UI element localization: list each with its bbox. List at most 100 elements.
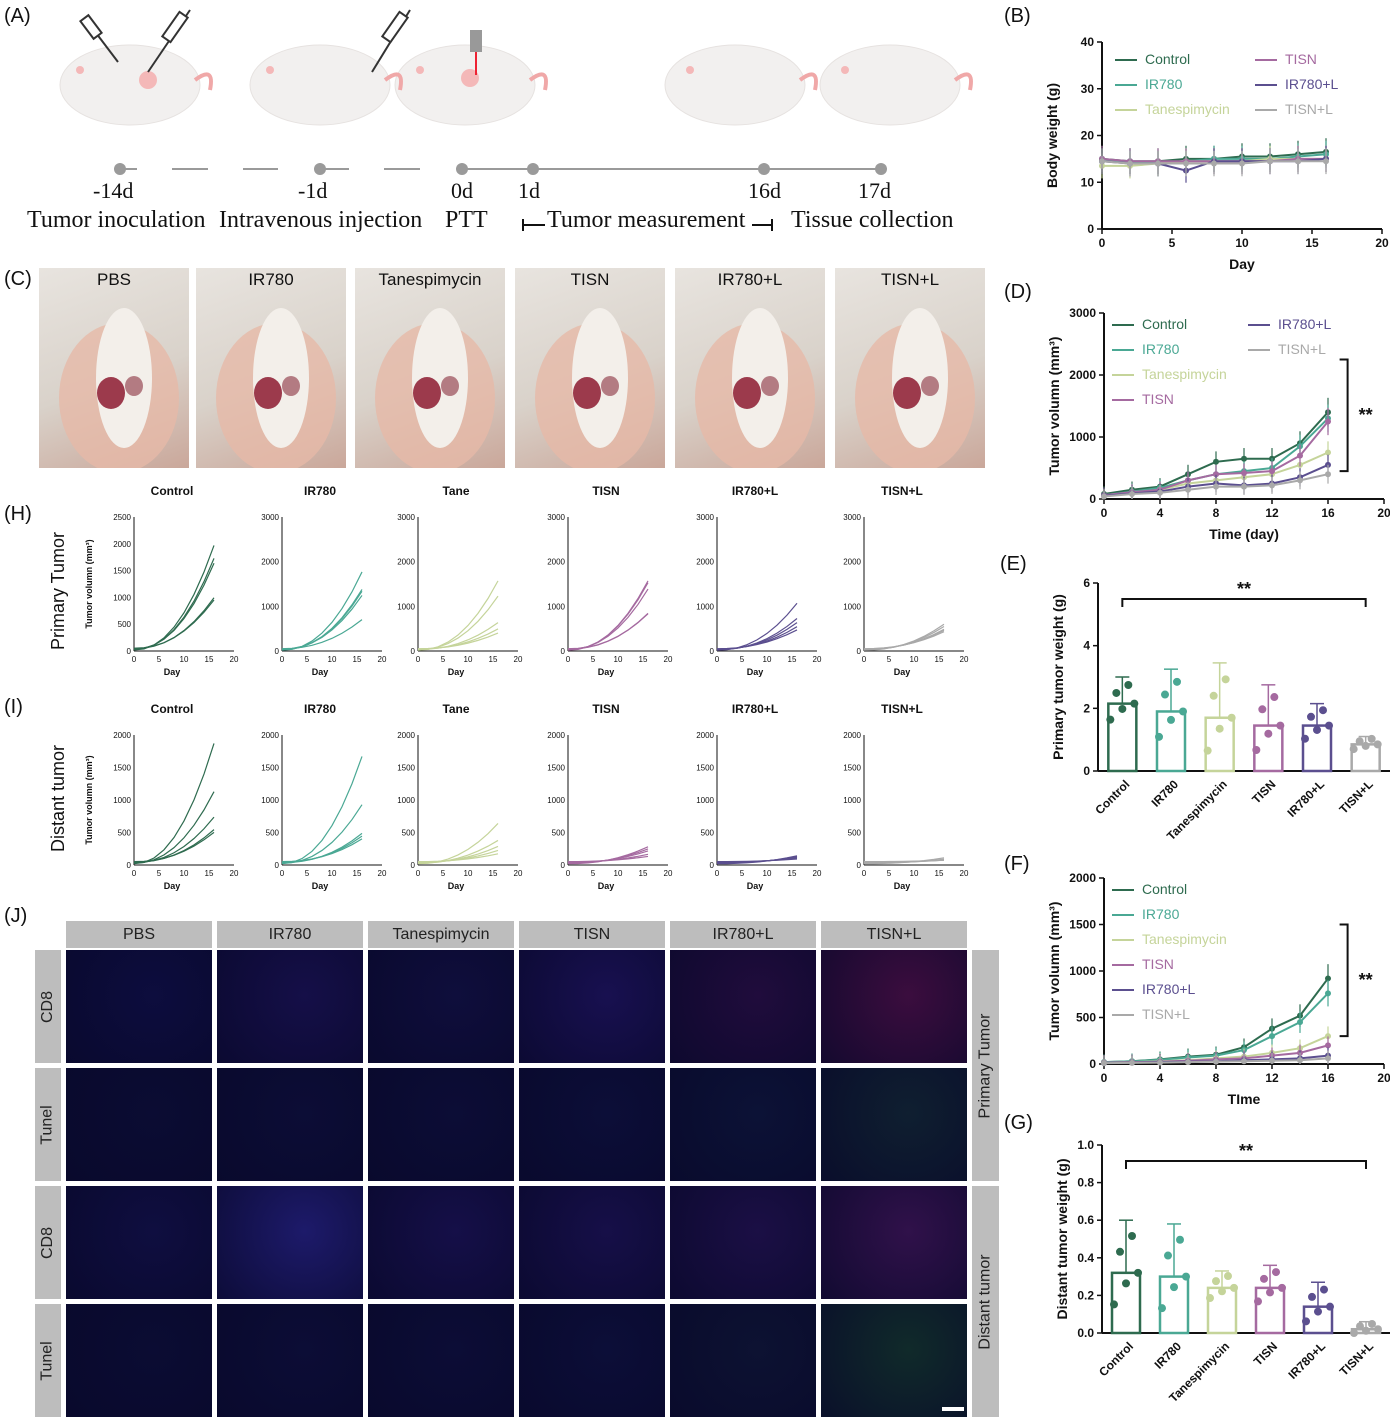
photo-label: IR780 bbox=[248, 270, 294, 289]
panel-label-g: (G) bbox=[1004, 1112, 1033, 1134]
data-point bbox=[1164, 1251, 1172, 1260]
subplot-series bbox=[417, 628, 499, 650]
x-axis-label: Day bbox=[312, 667, 329, 677]
mouse-photo-art bbox=[535, 308, 655, 468]
x-tick-label: 15 bbox=[353, 655, 362, 664]
y-tick-label: 2000 bbox=[397, 558, 415, 567]
data-point bbox=[1254, 1297, 1262, 1306]
x-tick-label: IR780 bbox=[1149, 777, 1182, 810]
x-tick-label: 10 bbox=[180, 869, 189, 878]
subplot-series bbox=[281, 619, 363, 650]
y-tick-label: 1000 bbox=[1069, 430, 1096, 444]
subplot-series bbox=[863, 631, 945, 650]
y-tick-label: 1000 bbox=[397, 796, 415, 805]
x-tick-label: 15 bbox=[205, 655, 214, 664]
y-tick-label: 2000 bbox=[261, 731, 279, 740]
data-point bbox=[1211, 160, 1217, 167]
row-header-label: CD8 bbox=[39, 1226, 57, 1259]
y-tick-label: 500 bbox=[402, 829, 416, 838]
y-tick-label: 1500 bbox=[113, 567, 131, 576]
panel-label-h: (H) bbox=[4, 503, 32, 525]
mouse-photo: PBS bbox=[39, 268, 189, 468]
y-tick-label: 10 bbox=[1081, 175, 1095, 189]
x-axis-label: Day bbox=[448, 667, 465, 677]
significance-label: ** bbox=[1359, 405, 1373, 425]
photo-label: IR780+L bbox=[717, 270, 783, 289]
x-tick-label: 8 bbox=[1213, 1071, 1220, 1085]
data-point bbox=[1325, 1055, 1331, 1062]
x-tick-label: 0 bbox=[132, 869, 137, 878]
chart-body-weight: 0 5 10 15 20 0 10 20 30 40 Day Body weight (g) Contr… bbox=[1044, 35, 1389, 272]
panel-label-i: (I) bbox=[4, 696, 23, 718]
x-tick-label: 0 bbox=[1099, 236, 1106, 250]
fluorescence-image bbox=[368, 1304, 514, 1417]
x-tick-label: 15 bbox=[935, 655, 944, 664]
data-point bbox=[1276, 721, 1285, 730]
legend-label: Control bbox=[1145, 51, 1190, 67]
x-tick-label: 0 bbox=[280, 869, 285, 878]
y-tick-label: 2000 bbox=[1069, 871, 1096, 885]
column-header: TISN+L bbox=[821, 921, 967, 948]
x-axis-label: Day bbox=[747, 881, 764, 891]
y-tick-label: 2000 bbox=[843, 731, 861, 740]
chart-primary-tumor-weight: 0 2 4 6 Primary tumor weight (g) Control IR780… bbox=[1050, 576, 1390, 843]
scale-bar bbox=[942, 1407, 964, 1411]
data-point bbox=[1129, 491, 1135, 498]
fluorescence-image bbox=[821, 950, 967, 1063]
data-point bbox=[1323, 158, 1329, 165]
y-tick-label: 40 bbox=[1081, 35, 1095, 49]
significance-bracket bbox=[1339, 923, 1349, 1038]
x-axis-label: Time (day) bbox=[1209, 526, 1279, 542]
y-tick-label: 0 bbox=[561, 861, 566, 870]
data-point bbox=[1260, 1274, 1268, 1283]
subplot-series bbox=[567, 855, 649, 863]
subplot-series bbox=[281, 756, 363, 865]
day-label: 16d bbox=[748, 178, 781, 203]
y-tick-label: 1500 bbox=[843, 764, 861, 773]
step-label: Tissue collection bbox=[791, 207, 954, 233]
data-point bbox=[1101, 1060, 1107, 1067]
x-tick-label: IR780 bbox=[1152, 1339, 1185, 1372]
data-point bbox=[1213, 471, 1219, 478]
panel-label-e: (E) bbox=[1000, 553, 1027, 575]
significance-label: ** bbox=[1239, 1141, 1253, 1161]
subplot-title: Control bbox=[151, 484, 194, 498]
data-point bbox=[1241, 483, 1247, 490]
x-tick-label: 5 bbox=[305, 655, 310, 664]
x-axis-label: Day bbox=[164, 881, 181, 891]
data-point bbox=[1319, 706, 1327, 715]
subplot-series bbox=[133, 829, 215, 863]
y-tick-label: 0 bbox=[127, 861, 132, 870]
y-tick-label: 3000 bbox=[843, 513, 861, 522]
column-header: PBS bbox=[66, 921, 212, 948]
x-tick-label: 15 bbox=[353, 869, 362, 878]
data-point bbox=[1367, 734, 1376, 743]
data-point bbox=[1325, 471, 1331, 478]
x-tick-label: 20 bbox=[514, 869, 523, 878]
mouse-photo: TISN+L bbox=[835, 268, 985, 468]
y-tick-label: 0 bbox=[1083, 764, 1090, 778]
group-header-label: Primary Tumor bbox=[976, 1013, 994, 1118]
subplot-series bbox=[567, 582, 649, 651]
x-tick-label: 15 bbox=[205, 869, 214, 878]
y-tick-label: 0 bbox=[1089, 1057, 1096, 1071]
y-axis-label: Tumor volumn (mm³) bbox=[1046, 337, 1062, 476]
data-point bbox=[1239, 160, 1245, 167]
fluorescence-image bbox=[670, 1186, 816, 1299]
data-point bbox=[1122, 1279, 1130, 1288]
y-tick-label: 0 bbox=[411, 861, 416, 870]
x-tick-label: 5 bbox=[591, 655, 596, 664]
legend-label: Tanespimycin bbox=[1142, 931, 1227, 947]
x-tick-label: 15 bbox=[1305, 236, 1319, 250]
data-point bbox=[1325, 1042, 1331, 1049]
x-tick-label: 4 bbox=[1157, 1071, 1164, 1085]
x-tick-label: TISN+L bbox=[1337, 1339, 1376, 1378]
x-tick-label: 10 bbox=[328, 869, 337, 878]
x-tick-label: 20 bbox=[1377, 1071, 1390, 1085]
data-point bbox=[1368, 1319, 1376, 1328]
x-tick-label: 0 bbox=[1101, 506, 1108, 520]
y-tick-label: 500 bbox=[118, 620, 132, 629]
fluorescence-image bbox=[66, 1186, 212, 1299]
